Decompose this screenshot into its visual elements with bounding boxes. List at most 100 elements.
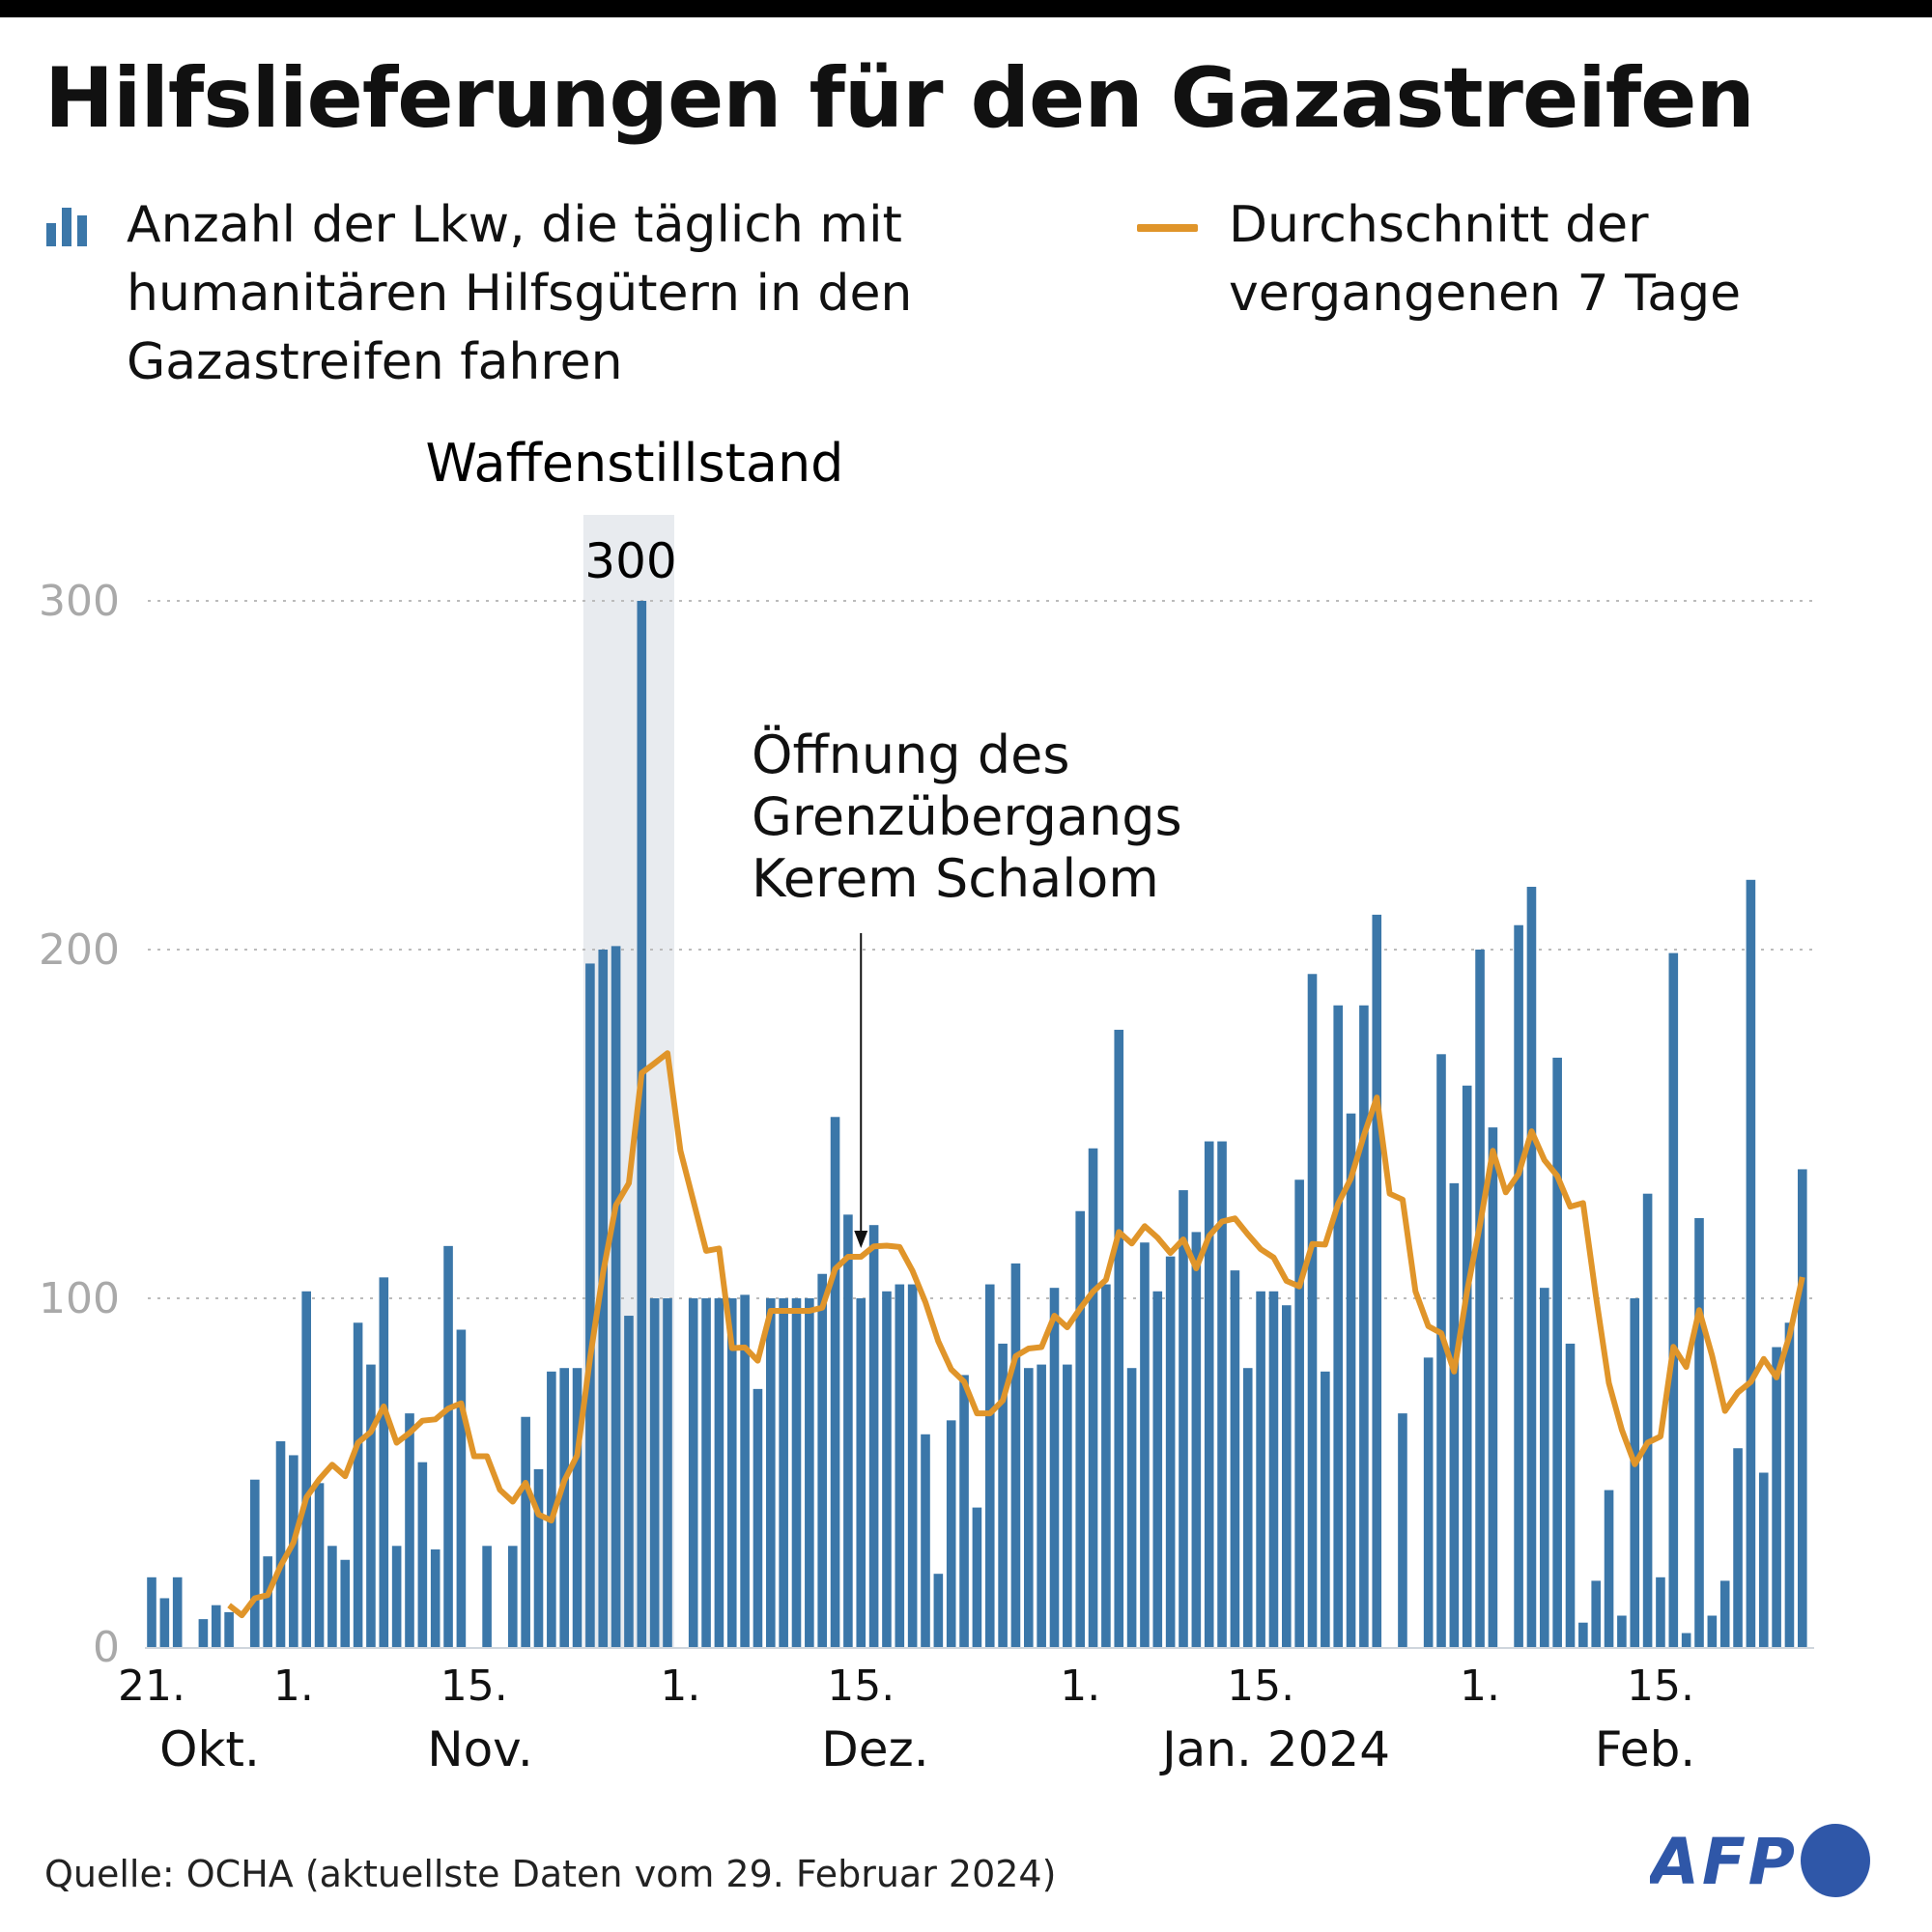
bar-2024-02-17 <box>1681 1633 1691 1647</box>
bar-2023-11-03 <box>314 1483 325 1647</box>
bar-2023-12-20 <box>921 1434 930 1647</box>
bar-2024-01-13 <box>1230 1270 1240 1647</box>
bar-2024-01-04 <box>1114 1030 1124 1647</box>
bar-2024-02-18 <box>1694 1217 1704 1647</box>
x-tick-label: 1. <box>1060 1662 1100 1711</box>
bar-2023-10-23 <box>172 1577 183 1647</box>
bar-2023-10-30 <box>263 1556 272 1647</box>
bar-2023-12-04 <box>714 1298 724 1647</box>
bar-2023-11-12 <box>430 1548 440 1647</box>
bar-2024-01-22 <box>1346 1113 1356 1647</box>
x-tick-label: 15. <box>827 1662 895 1711</box>
x-tick-label: 1. <box>660 1662 700 1711</box>
bar-2024-02-10 <box>1591 1580 1601 1647</box>
bar-2024-02-19 <box>1707 1615 1718 1647</box>
bar-2023-11-24 <box>585 963 595 1647</box>
bar-2023-12-06 <box>740 1294 750 1647</box>
bar-2024-02-20 <box>1719 1580 1730 1647</box>
month-label-jan: Jan. 2024 <box>1159 1721 1390 1777</box>
bar-2024-02-24 <box>1772 1347 1781 1647</box>
bar-2024-02-01 <box>1475 950 1485 1647</box>
bar-2023-10-22 <box>159 1598 170 1647</box>
bar-2023-12-25 <box>984 1284 995 1647</box>
bar-2023-12-07 <box>753 1388 763 1647</box>
crossing-label-line: Kerem Schalom <box>752 848 1159 909</box>
bar-2024-02-14 <box>1642 1193 1653 1647</box>
bar-2023-10-26 <box>211 1605 221 1647</box>
svg-text:AFP: AFP <box>1650 1825 1795 1899</box>
legend-bars-label: Anzahl der Lkw, die täglich mit humanitä… <box>127 196 913 391</box>
bar-2024-02-21 <box>1733 1448 1743 1647</box>
bar-2024-01-29 <box>1436 1054 1446 1647</box>
bar-2023-12-14 <box>843 1214 853 1647</box>
bar-2024-01-28 <box>1423 1357 1434 1647</box>
bar-2023-10-29 <box>250 1479 260 1647</box>
arrow-head-icon <box>854 1231 868 1248</box>
bar-2024-02-15 <box>1656 1577 1665 1647</box>
bar-2024-01-09 <box>1179 1190 1188 1647</box>
crossing-arrow <box>854 933 868 1248</box>
bar-2023-11-18 <box>508 1546 518 1647</box>
bar-2023-11-28 <box>637 601 647 1647</box>
bar-2023-11-08 <box>379 1277 389 1647</box>
bar-2024-01-06 <box>1140 1242 1150 1647</box>
month-label-feb: Feb. <box>1595 1721 1695 1777</box>
bar-2023-11-19 <box>521 1416 530 1647</box>
bar-2024-02-07 <box>1552 1057 1562 1647</box>
bar-2024-02-16 <box>1668 952 1679 1647</box>
y-tick-label: 200 <box>39 925 120 975</box>
bar-2023-12-29 <box>1037 1364 1046 1647</box>
bar-2023-11-04 <box>327 1546 337 1647</box>
bar-2023-11-09 <box>391 1546 402 1647</box>
bar-2023-10-25 <box>198 1619 209 1647</box>
bar-2024-02-13 <box>1630 1298 1640 1647</box>
bar-2023-12-17 <box>882 1291 892 1647</box>
bar-2024-02-25 <box>1784 1322 1795 1647</box>
crossing-label-line: Grenzübergangs <box>752 786 1182 847</box>
bar-2024-01-11 <box>1204 1141 1214 1647</box>
bar-2023-11-26 <box>611 946 621 1647</box>
bar-2023-12-24 <box>972 1507 982 1647</box>
bar-2024-01-26 <box>1398 1413 1407 1647</box>
seven-day-average-line <box>227 1050 1805 1619</box>
bar-2024-01-17 <box>1282 1305 1292 1647</box>
bar-2023-12-28 <box>1024 1368 1034 1647</box>
bar-2023-12-03 <box>701 1298 711 1647</box>
month-label-nov: Nov. <box>427 1721 533 1777</box>
bar-2024-02-23 <box>1758 1472 1769 1647</box>
bar-2024-01-18 <box>1294 1179 1304 1647</box>
chart-title: Hilfslieferungen für den Gazastreifen <box>44 50 1755 147</box>
bar-2024-01-03 <box>1101 1284 1111 1647</box>
bar-2024-02-09 <box>1578 1622 1588 1647</box>
bar-2023-12-05 <box>726 1298 737 1647</box>
bar-2023-12-09 <box>779 1298 788 1647</box>
bar-2023-10-27 <box>224 1611 234 1647</box>
bar-2024-02-08 <box>1565 1343 1576 1647</box>
bar-2024-02-11 <box>1604 1490 1614 1647</box>
bar-2023-11-01 <box>289 1455 298 1647</box>
bar-2024-01-05 <box>1126 1368 1137 1647</box>
x-tick-label: 15. <box>1227 1662 1294 1711</box>
bar-2023-10-21 <box>147 1577 156 1647</box>
y-tick-label: 100 <box>39 1274 120 1323</box>
bar-2023-11-25 <box>598 950 609 1647</box>
y-tick-label: 300 <box>39 577 120 626</box>
bar-2024-02-06 <box>1540 1288 1549 1647</box>
crossing-label-background <box>744 720 1169 908</box>
bar-2023-11-20 <box>533 1468 544 1647</box>
peak-value-label: 300 <box>584 533 676 589</box>
afp-logo: AFP <box>1650 1824 1870 1899</box>
bar-2023-11-22 <box>559 1368 569 1647</box>
legend-line-label: Durchschnitt der vergangenen 7 Tage <box>1229 196 1742 323</box>
bar-chart-legend-icon <box>46 208 87 246</box>
bar-2024-01-15 <box>1256 1291 1265 1647</box>
bar-2023-12-10 <box>791 1298 802 1647</box>
bar-2023-11-11 <box>417 1462 428 1647</box>
bar-2023-11-10 <box>405 1413 414 1647</box>
bar-2024-01-02 <box>1088 1148 1098 1647</box>
top-rule <box>0 0 1932 17</box>
bar-2023-12-23 <box>959 1375 969 1647</box>
bar-2024-01-24 <box>1372 914 1382 1647</box>
ceasefire-label: Waffenstillstand <box>426 433 844 494</box>
bar-2023-11-14 <box>456 1329 467 1647</box>
